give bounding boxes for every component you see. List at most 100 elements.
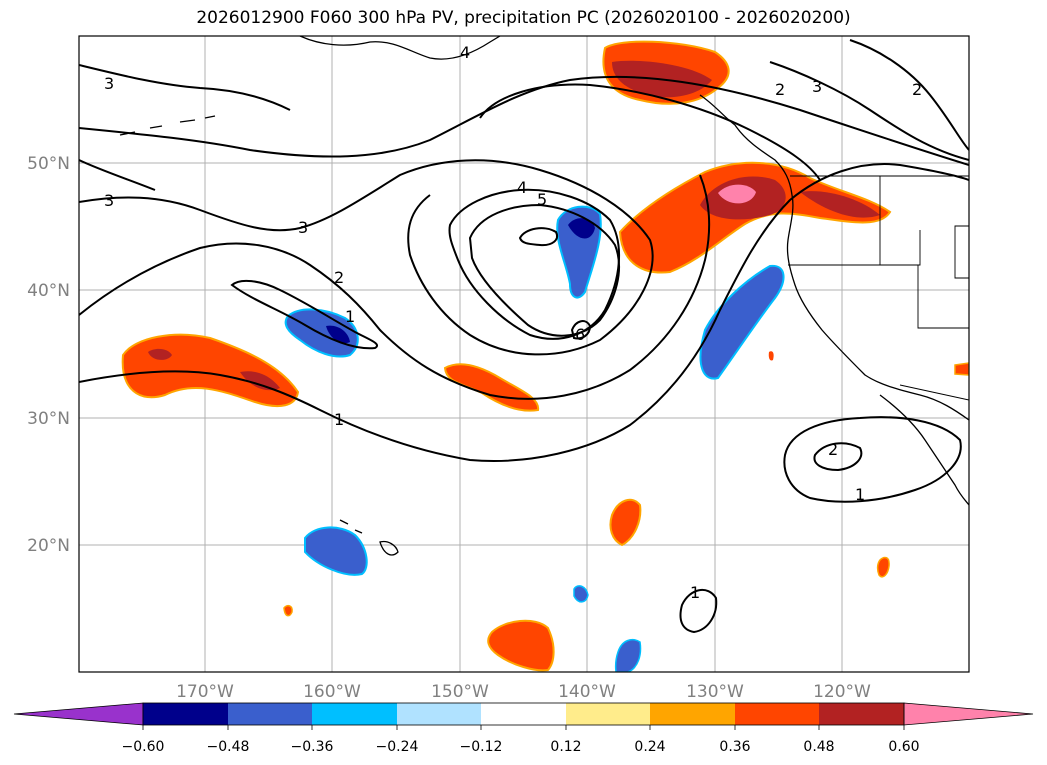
negative-anomaly-fields <box>284 205 785 672</box>
colorbar-segment <box>228 703 312 725</box>
contour-2-east <box>813 442 863 472</box>
anomaly-core-oregon <box>800 191 880 218</box>
colorbar-extend-right <box>903 702 1034 726</box>
contour-1-south <box>679 589 718 634</box>
contour-label: 4 <box>517 178 527 197</box>
anomaly-core-west-pacific <box>148 348 172 360</box>
contour-3-north <box>79 75 969 166</box>
anomaly-patch-subtropics-1 <box>609 498 642 547</box>
colorbar-tick-label: 0.12 <box>550 739 581 755</box>
coastline-baja <box>879 394 969 506</box>
latitude-label: 20°N <box>27 536 70 556</box>
chart-title: 2026012900 F060 300 hPa PV, precipitatio… <box>196 8 851 28</box>
negative-patch-hawaii <box>304 526 368 576</box>
border-us-mexico <box>899 384 969 401</box>
colorbar-segment <box>312 703 397 725</box>
negative-patch-small-2 <box>614 639 642 672</box>
contour-label: 3 <box>104 74 114 93</box>
contour-label: 6 <box>575 325 585 344</box>
colorbar-tick-label: 0.48 <box>803 739 834 755</box>
longitude-label: 140°W <box>558 682 616 702</box>
contour-label: 3 <box>298 218 308 237</box>
contour-label: 5 <box>537 190 547 209</box>
longitude-label: 120°W <box>813 682 871 702</box>
anomaly-patch-small <box>283 604 293 617</box>
contour-label: 4 <box>460 43 470 62</box>
latitude-label: 40°N <box>27 281 70 301</box>
colorbar-segment <box>566 703 650 725</box>
colorbar-segment <box>481 703 566 725</box>
anomaly-patch-edge <box>954 362 969 376</box>
contour-label: 2 <box>828 440 838 459</box>
longitude-label: 170°W <box>176 682 234 702</box>
colorbar-segment <box>397 703 481 725</box>
colorbar-tick-label: −0.48 <box>207 739 250 755</box>
colorbar-tick-label: 0.36 <box>719 739 750 755</box>
contour-2-northeast <box>849 39 969 151</box>
contour-label: 3 <box>104 191 114 210</box>
longitude-axis: 170°W 160°W 150°W 140°W 130°W 120°W <box>176 682 871 702</box>
border-box <box>954 225 969 279</box>
colorbar-segment <box>735 703 819 725</box>
latitude-label: 50°N <box>27 154 70 174</box>
coastline-hawaii <box>339 519 399 556</box>
contour-1-small <box>230 279 378 350</box>
contour-label: 2 <box>775 80 785 99</box>
political-borders <box>788 175 969 401</box>
anomaly-patch-baja <box>876 556 890 578</box>
contour-4-north <box>479 83 821 181</box>
colorbar-outline <box>142 702 905 726</box>
coastline-alaska <box>299 36 501 60</box>
contour-label: 1 <box>690 583 700 602</box>
latitude-label: 30°N <box>27 409 70 429</box>
contour-label: 1 <box>855 485 865 504</box>
anomaly-patch-tiny <box>768 351 774 361</box>
colorbar-tick-label: 0.24 <box>634 739 665 755</box>
contour-3-northeast <box>769 61 969 161</box>
negative-patch-small-1 <box>573 585 589 603</box>
longitude-label: 130°W <box>686 682 744 702</box>
anomaly-patch-subtropics-2 <box>487 619 555 672</box>
colorbar-tick-label: −0.24 <box>376 739 419 755</box>
negative-core-north-pacific <box>568 218 595 239</box>
contour-label: 2 <box>334 268 344 287</box>
anomaly-peak-pacific-northwest <box>718 184 756 204</box>
colorbar-ticks <box>142 725 905 730</box>
colorbar-segment <box>143 703 228 725</box>
contour-5 <box>468 203 621 337</box>
contour-1 <box>79 163 969 462</box>
colorbar-tick-label: −0.36 <box>291 739 334 755</box>
longitude-label: 150°W <box>431 682 489 702</box>
contour-label: 1 <box>334 410 344 429</box>
contour-label: 1 <box>345 307 355 326</box>
coastline-north-america <box>699 94 969 421</box>
colorbar-tick-label: −0.12 <box>460 739 503 755</box>
contour-label: 3 <box>812 77 822 96</box>
contour-2 <box>79 174 711 400</box>
colorbar-segment <box>819 703 904 725</box>
contour-1-east <box>783 416 962 503</box>
longitude-label: 160°W <box>303 682 361 702</box>
colorbar-tick-label: −0.60 <box>122 739 165 755</box>
contour-3-west <box>79 159 156 191</box>
contour-label-group: 3 4 3 3 4 5 2 1 6 1 2 1 1 2 3 2 <box>104 43 922 602</box>
negative-core-central-pacific <box>326 325 350 344</box>
latitude-axis: 50°N 40°N 30°N 20°N <box>27 154 70 556</box>
colorbar-segment <box>650 703 735 725</box>
anomaly-core-west-pacific-2 <box>240 371 280 391</box>
contour-3-northwest <box>79 64 291 111</box>
colorbar-tick-label: 0.60 <box>888 739 919 755</box>
contour-3-mid <box>79 159 654 356</box>
colorbar: −0.60 −0.48 −0.36 −0.24 −0.12 0.12 0.24 … <box>13 702 1034 755</box>
contour-label: 2 <box>912 80 922 99</box>
map-frame <box>78 35 970 673</box>
contour-6-tiny <box>570 320 592 340</box>
negative-patch-california-coast <box>699 264 785 380</box>
contour-4-inner <box>448 188 621 340</box>
pv-contours <box>79 39 969 634</box>
contour-6-small <box>518 227 558 247</box>
colorbar-extend-left <box>13 702 144 726</box>
border-us-states <box>788 176 969 329</box>
negative-patch-central-pacific <box>284 308 359 358</box>
